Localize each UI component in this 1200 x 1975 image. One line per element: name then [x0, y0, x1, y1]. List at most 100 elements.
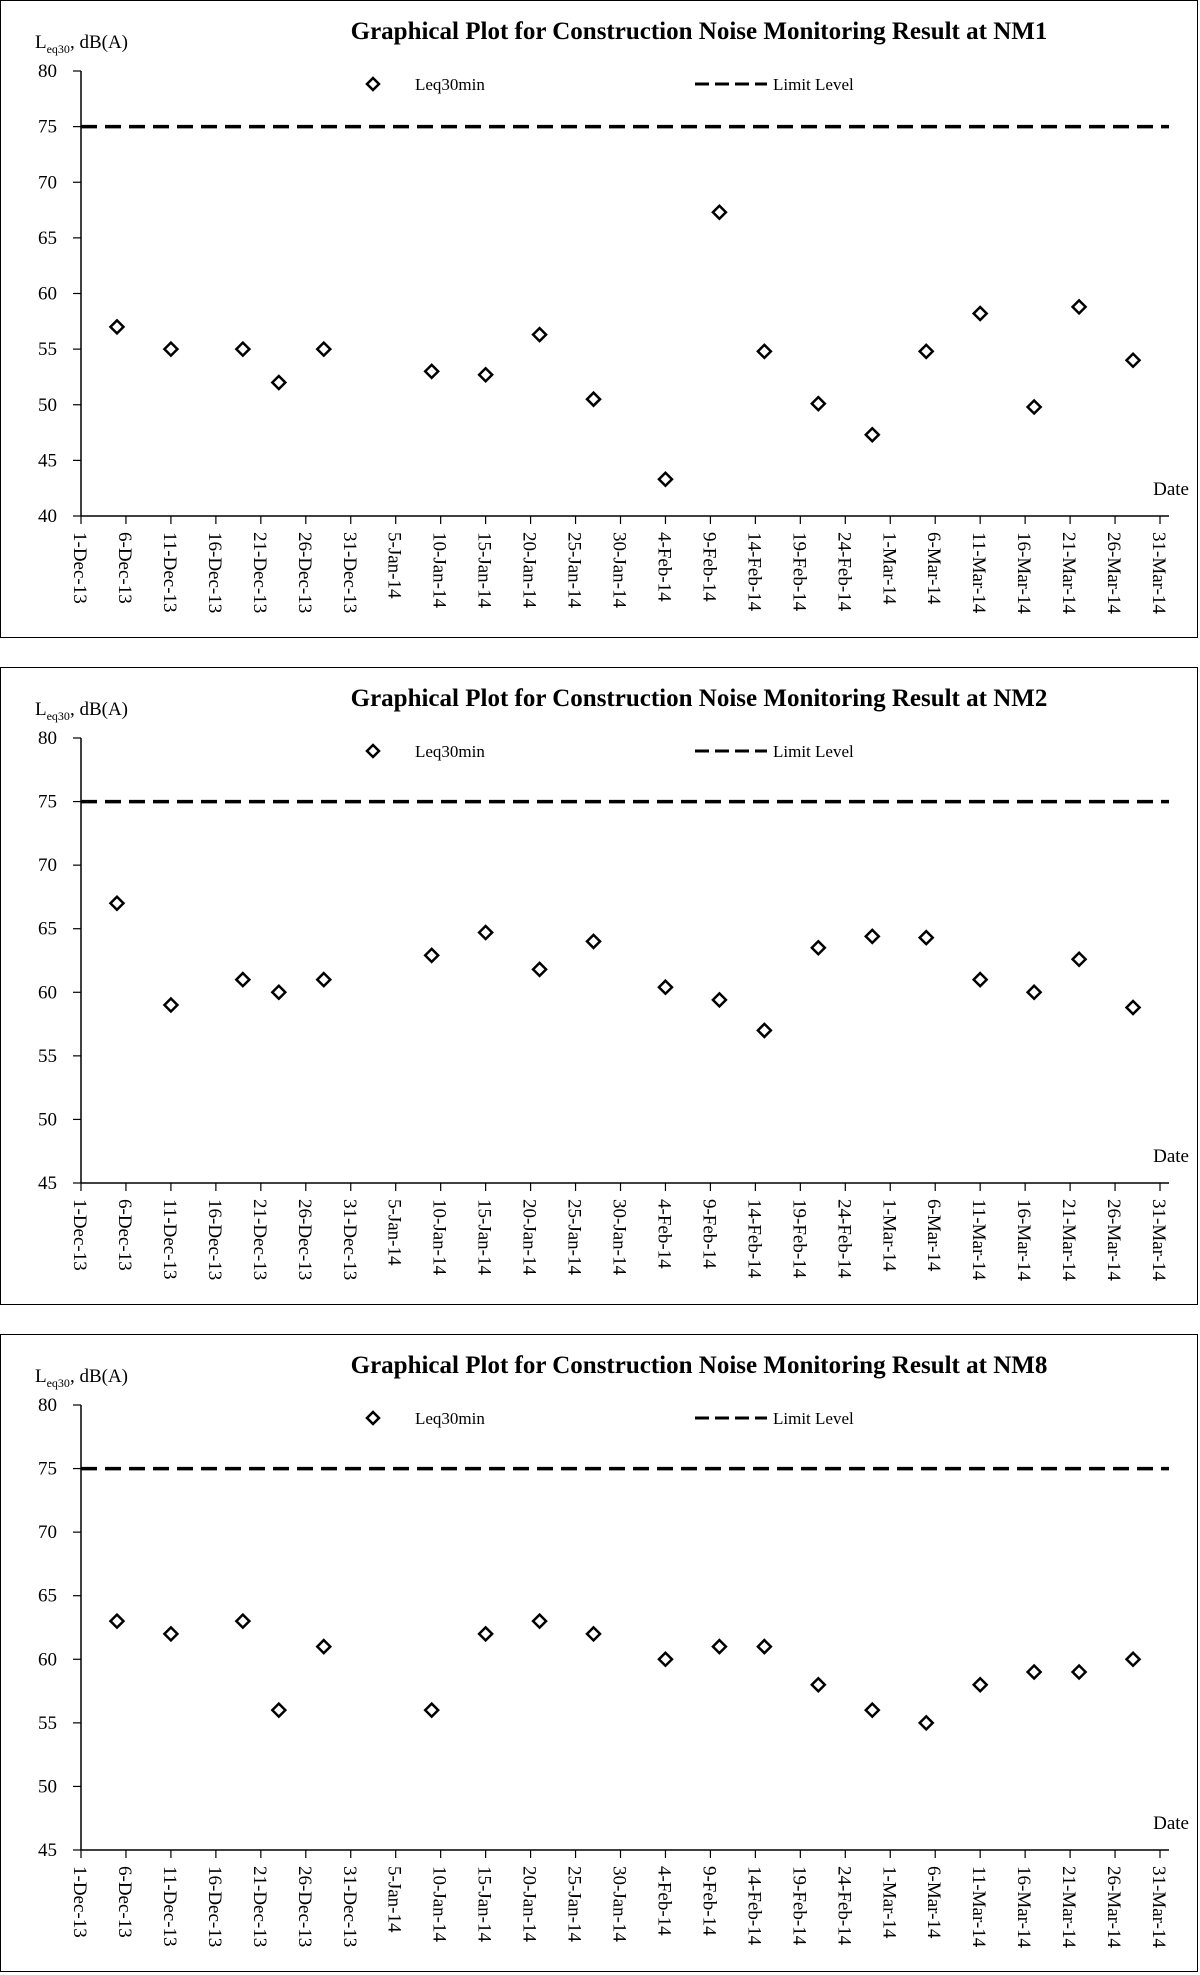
chart-panel-nm8: Graphical Plot for Construction Noise Mo… [0, 1334, 1198, 1972]
x-tick-label: 11-Mar-14 [968, 1199, 989, 1281]
chart-svg: Graphical Plot for Construction Noise Mo… [35, 685, 1189, 1281]
x-tick-label: 4-Feb-14 [653, 1199, 674, 1269]
x-tick-label: 26-Dec-13 [294, 532, 315, 613]
data-point [234, 340, 252, 358]
x-tick-label: 15-Jan-14 [474, 1866, 495, 1942]
legend-series-label: Leq30min [415, 742, 485, 761]
y-tick-label: 65 [38, 1586, 57, 1607]
data-point [1070, 1663, 1088, 1681]
data-point [585, 1625, 602, 1643]
x-tick-label: 20-Jan-14 [519, 532, 540, 608]
data-point [1070, 950, 1088, 968]
x-tick-label: 1-Mar-14 [878, 1199, 899, 1272]
data-point [756, 1022, 773, 1039]
x-tick-label: 26-Mar-14 [1103, 532, 1124, 614]
chart-title: Graphical Plot for Construction Noise Mo… [351, 685, 1048, 712]
y-tick-label: 45 [38, 1840, 57, 1861]
x-axis-label: Date [1153, 479, 1189, 500]
chart-title: Graphical Plot for Construction Noise Mo… [351, 18, 1048, 45]
data-point [162, 1625, 180, 1643]
data-point [585, 390, 602, 408]
x-axis-label: Date [1153, 1813, 1189, 1834]
data-point [1124, 999, 1142, 1016]
x-tick-label: 26-Dec-13 [294, 1199, 315, 1280]
legend-series-label: Leq30min [415, 75, 485, 94]
data-point [108, 1612, 126, 1630]
x-tick-label: 16-Mar-14 [1013, 1199, 1034, 1281]
x-tick-label: 9-Feb-14 [698, 532, 719, 602]
data-point [810, 939, 827, 957]
x-tick-label: 21-Dec-13 [249, 1866, 270, 1947]
x-tick-label: 6-Dec-13 [114, 1199, 135, 1271]
x-tick-label: 14-Feb-14 [743, 1199, 764, 1279]
data-point [864, 426, 881, 444]
x-tick-label: 6-Mar-14 [923, 532, 944, 605]
legend-series-label: Leq30min [415, 1409, 485, 1428]
x-tick-label: 14-Feb-14 [743, 1866, 764, 1946]
data-point [531, 1612, 548, 1630]
x-tick-label: 11-Dec-13 [159, 532, 180, 613]
chart-panel-nm1: Graphical Plot for Construction Noise Mo… [0, 0, 1198, 638]
x-tick-label: 5-Jan-14 [384, 1199, 405, 1266]
y-tick-label: 45 [38, 450, 57, 471]
data-point [711, 991, 728, 1009]
x-tick-label: 6-Dec-13 [114, 1866, 135, 1938]
y-tick-label: 75 [38, 1459, 57, 1480]
x-tick-label: 6-Mar-14 [923, 1866, 944, 1939]
x-tick-label: 25-Jan-14 [564, 1866, 585, 1942]
y-tick-label: 60 [38, 1649, 57, 1670]
data-point [270, 1701, 288, 1719]
data-point [864, 928, 881, 945]
x-tick-label: 4-Feb-14 [653, 1866, 674, 1936]
x-tick-label: 24-Feb-14 [833, 532, 854, 612]
x-tick-label: 30-Jan-14 [609, 1199, 630, 1275]
x-tick-label: 11-Dec-13 [159, 1199, 180, 1280]
data-point [1124, 1651, 1142, 1668]
y-tick-label: 75 [38, 792, 57, 813]
data-point [711, 1638, 728, 1655]
data-point [531, 961, 548, 978]
x-tick-label: 5-Jan-14 [384, 532, 405, 599]
data-point [971, 305, 989, 322]
legend-limit-label: Limit Level [773, 1409, 854, 1428]
legend-limit-label: Limit Level [773, 75, 854, 94]
data-point [810, 395, 827, 412]
data-point [477, 366, 494, 383]
chart-svg: Graphical Plot for Construction Noise Mo… [35, 18, 1189, 614]
x-tick-label: 16-Dec-13 [204, 1199, 225, 1280]
data-point [711, 204, 728, 221]
data-point [234, 1612, 252, 1630]
y-tick-label: 70 [38, 855, 57, 876]
data-point [108, 318, 126, 336]
x-tick-label: 30-Jan-14 [609, 1866, 630, 1942]
x-tick-label: 26-Mar-14 [1103, 1199, 1124, 1281]
data-point [423, 1701, 440, 1719]
x-tick-label: 10-Jan-14 [429, 1199, 450, 1275]
x-tick-label: 26-Mar-14 [1103, 1866, 1124, 1948]
data-point [477, 1625, 494, 1643]
x-tick-label: 10-Jan-14 [429, 532, 450, 608]
x-tick-label: 14-Feb-14 [743, 532, 764, 612]
x-tick-label: 6-Dec-13 [114, 532, 135, 604]
x-tick-label: 11-Mar-14 [968, 532, 989, 614]
x-tick-label: 20-Jan-14 [519, 1866, 540, 1942]
data-point [810, 1676, 827, 1693]
data-point [1025, 1663, 1043, 1681]
data-point [270, 374, 288, 391]
x-tick-label: 20-Jan-14 [519, 1199, 540, 1275]
x-tick-label: 15-Jan-14 [474, 532, 495, 608]
x-tick-label: 16-Dec-13 [204, 1866, 225, 1947]
legend-marker-diamond [365, 76, 381, 92]
x-tick-label: 21-Mar-14 [1058, 1866, 1079, 1948]
data-point [657, 978, 674, 996]
data-point [917, 929, 935, 946]
y-tick-label: 70 [38, 1522, 57, 1543]
data-point [1025, 398, 1043, 416]
y-axis-label: Leq30, dB(A) [35, 1366, 128, 1390]
data-point [756, 343, 773, 360]
data-point [971, 971, 989, 988]
x-tick-label: 31-Dec-13 [339, 1866, 360, 1947]
x-tick-label: 1-Dec-13 [69, 532, 90, 604]
y-tick-label: 60 [38, 982, 57, 1003]
x-tick-label: 6-Mar-14 [923, 1199, 944, 1272]
